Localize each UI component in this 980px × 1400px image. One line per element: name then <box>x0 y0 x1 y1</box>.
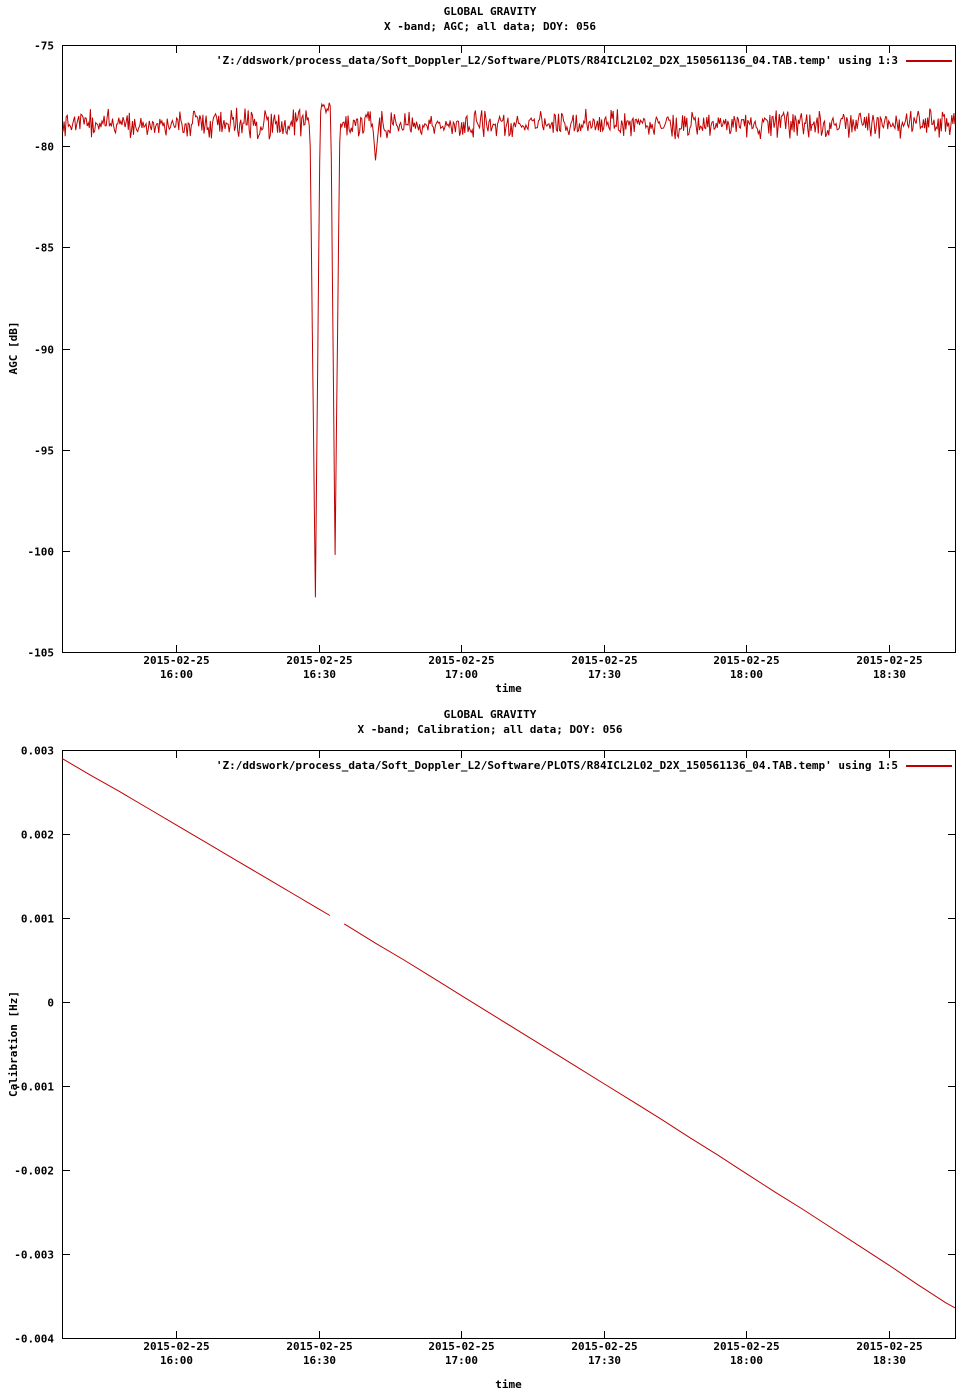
y-tick-label: 0 <box>47 997 54 1010</box>
agc-series-line <box>61 102 956 598</box>
x-tick-time-label: 16:00 <box>160 1354 193 1367</box>
calibration-plot-border <box>62 750 956 1339</box>
calibration-chart-title: GLOBAL GRAVITY <box>443 708 537 721</box>
x-tick-time-label: 17:30 <box>588 1354 621 1367</box>
x-tick-date-label: 2015-02-25 <box>856 654 922 667</box>
calibration-x-axis-label: time <box>495 1378 522 1391</box>
agc-y-axis-label: AGC [dB] <box>7 321 20 375</box>
calibration-legend: 'Z:/ddswork/process_data/Soft_Doppler_L2… <box>216 759 952 772</box>
x-tick-time-label: 17:00 <box>445 1354 478 1367</box>
agc-chart-subtitle: X -band; AGC; all data; DOY: 056 <box>384 20 596 33</box>
x-tick-date-label: 2015-02-25 <box>713 654 779 667</box>
y-tick-label: -0.004 <box>14 1333 54 1346</box>
calibration-plot: 2015-02-2516:002015-02-2516:302015-02-25… <box>14 745 956 1367</box>
agc-plot-border <box>62 45 956 653</box>
x-tick-date-label: 2015-02-25 <box>428 654 494 667</box>
y-tick-label: -80 <box>34 141 54 154</box>
calibration-chart-subtitle: X -band; Calibration; all data; DOY: 056 <box>357 723 623 736</box>
x-tick-date-label: 2015-02-25 <box>571 1340 637 1353</box>
x-tick-time-label: 18:30 <box>873 1354 906 1367</box>
x-tick-date-label: 2015-02-25 <box>143 1340 209 1353</box>
y-tick-label: -95 <box>34 445 54 458</box>
x-tick-date-label: 2015-02-25 <box>571 654 637 667</box>
y-tick-label: 0.003 <box>21 745 54 758</box>
y-tick-label: 0.001 <box>21 913 54 926</box>
x-tick-date-label: 2015-02-25 <box>286 1340 352 1353</box>
y-tick-label: 0.002 <box>21 829 54 842</box>
y-tick-label: -75 <box>34 40 54 53</box>
calibration-legend-label: 'Z:/ddswork/process_data/Soft_Doppler_L2… <box>215 759 898 772</box>
x-tick-time-label: 16:30 <box>303 668 336 681</box>
x-tick-time-label: 17:30 <box>588 668 621 681</box>
x-tick-time-label: 18:30 <box>873 668 906 681</box>
x-tick-time-label: 16:00 <box>160 668 193 681</box>
agc-legend-line-sample-icon <box>906 59 952 62</box>
x-tick-time-label: 16:30 <box>303 1354 336 1367</box>
x-tick-date-label: 2015-02-25 <box>143 654 209 667</box>
y-tick-label: -0.002 <box>14 1165 54 1178</box>
calibration-legend-line-sample-icon <box>906 764 952 767</box>
agc-legend: 'Z:/ddswork/process_data/Soft_Doppler_L2… <box>216 54 952 67</box>
x-tick-time-label: 17:00 <box>445 668 478 681</box>
agc-plot: 2015-02-2516:002015-02-2516:302015-02-25… <box>28 40 956 681</box>
y-tick-label: -105 <box>28 647 55 660</box>
calibration-series-line <box>343 923 956 1309</box>
x-tick-date-label: 2015-02-25 <box>286 654 352 667</box>
y-tick-label: -85 <box>34 242 54 255</box>
calibration-y-axis-label: Calibration [Hz] <box>7 991 20 1097</box>
agc-chart-title: GLOBAL GRAVITY <box>443 5 537 18</box>
agc-x-axis-label: time <box>495 682 522 695</box>
x-tick-date-label: 2015-02-25 <box>428 1340 494 1353</box>
calibration-series-line <box>61 757 331 916</box>
agc-legend-label: 'Z:/ddswork/process_data/Soft_Doppler_L2… <box>215 54 898 67</box>
x-tick-date-label: 2015-02-25 <box>856 1340 922 1353</box>
y-tick-label: -90 <box>34 344 54 357</box>
x-tick-time-label: 18:00 <box>730 668 763 681</box>
y-tick-label: -0.003 <box>14 1249 54 1262</box>
y-tick-label: -0.001 <box>14 1081 54 1094</box>
x-tick-time-label: 18:00 <box>730 1354 763 1367</box>
y-tick-label: -100 <box>28 546 55 559</box>
x-tick-date-label: 2015-02-25 <box>713 1340 779 1353</box>
